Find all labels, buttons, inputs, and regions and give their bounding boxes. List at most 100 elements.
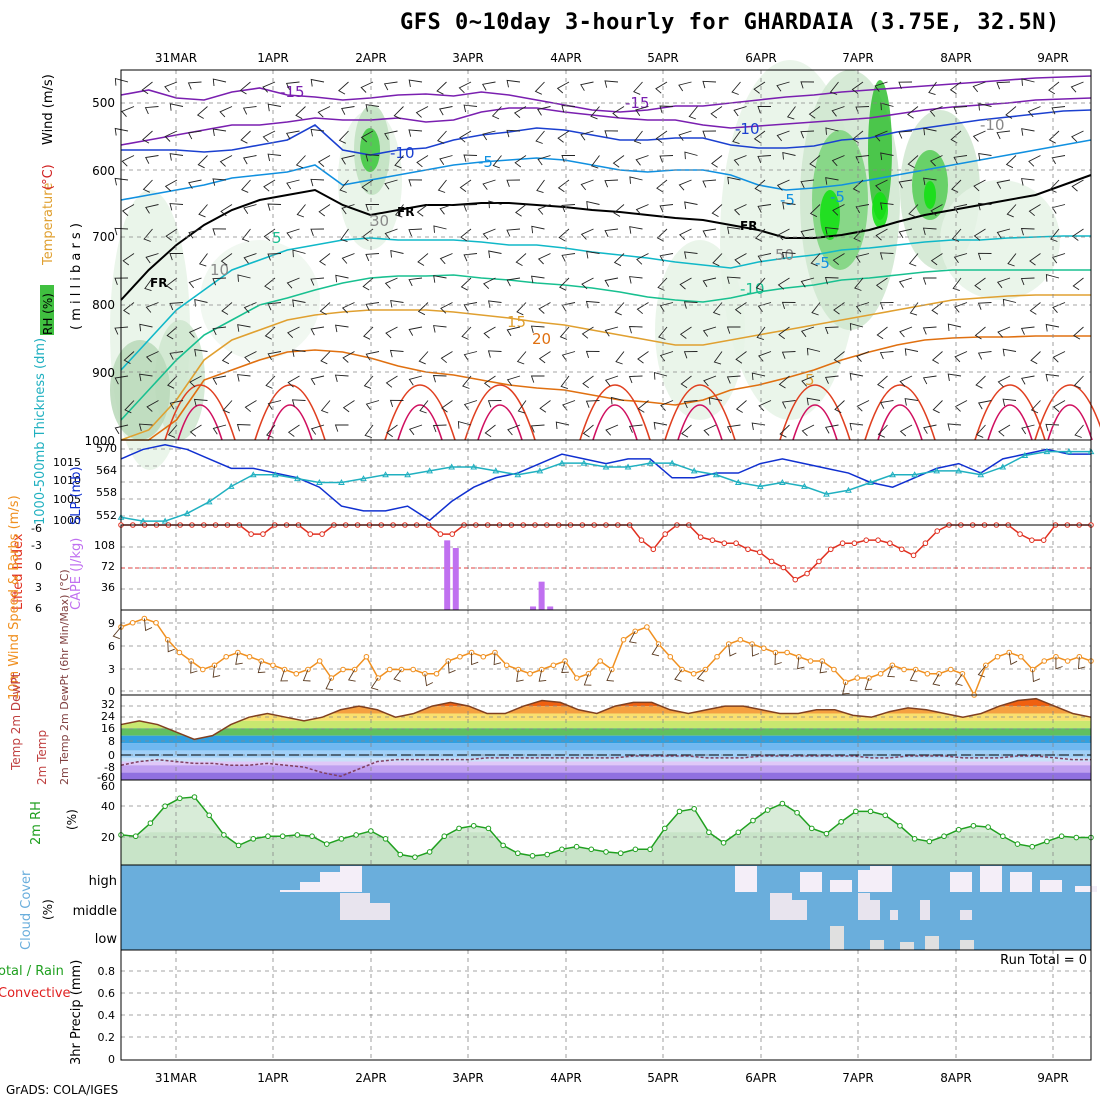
- thickness-line: [120, 450, 1091, 522]
- contour-label: -5: [830, 188, 845, 206]
- upper-wind-barb: [212, 128, 227, 136]
- upper-wind-barb: [487, 400, 502, 408]
- upper-wind-barb: [167, 375, 178, 389]
- wind-speed-line-point: [200, 666, 206, 673]
- wind-speed-line-point: [527, 670, 533, 677]
- thickness-tick: 558: [96, 486, 117, 499]
- upper-wind-barb: [833, 351, 845, 364]
- upper-wind-barb: [655, 130, 668, 143]
- upper-wind-barb: [898, 81, 913, 89]
- contour-label: 10: [210, 261, 229, 279]
- temp-tick: 24: [101, 710, 115, 723]
- upper-wind-barb: [244, 400, 257, 413]
- thickness-marker: [558, 459, 566, 466]
- upper-wind-barb: [604, 326, 619, 337]
- rh-line-point: [470, 822, 477, 829]
- upper-wind-barb: [536, 179, 545, 194]
- upper-wind-barb: [219, 155, 233, 167]
- upper-wind-barb: [1020, 326, 1035, 335]
- upper-wind-barb: [683, 400, 698, 409]
- rh-axis-label: 2m RH: [29, 801, 44, 845]
- upper-wind-barb: [165, 228, 178, 241]
- upper-wind-barb: [265, 375, 276, 389]
- upper-wind-barb: [417, 302, 429, 316]
- rh-line-point: [691, 805, 697, 812]
- upper-wind-barb: [1020, 277, 1035, 286]
- wind-speed-line-point: [176, 649, 183, 656]
- upper-wind-barb: [432, 375, 447, 383]
- cloud-middle-cell: [960, 910, 972, 920]
- upper-wind-barb: [712, 253, 723, 267]
- thickness-marker: [404, 471, 411, 478]
- upper-wind-barb: [810, 253, 821, 267]
- upper-wind-barb: [923, 424, 937, 434]
- upper-wind-barb: [832, 253, 845, 266]
- upper-wind-barb: [726, 424, 741, 434]
- upper-wind-barb: [875, 179, 888, 192]
- upper-wind-barb: [506, 277, 521, 287]
- rh-line-point: [661, 825, 668, 832]
- upper-wind-barb: [145, 253, 159, 264]
- upper-wind-barb: [977, 400, 992, 410]
- upper-wind-barb: [977, 351, 992, 360]
- rh-line-point: [867, 808, 874, 815]
- hot-contour: [792, 404, 838, 441]
- upper-wind-barb: [557, 130, 570, 143]
- rh-area-mid: [121, 832, 1091, 865]
- upper-wind-barb: [145, 351, 159, 363]
- upper-wind-barb: [561, 204, 576, 213]
- temperature-contour: [120, 174, 1092, 301]
- upper-wind-barb: [635, 106, 649, 116]
- temperature-axis-label: Temperature: [41, 183, 56, 266]
- upper-wind-barb: [949, 81, 962, 95]
- pressure-tick-label: 800: [92, 298, 115, 312]
- pressure-tick-label: 900: [92, 366, 115, 380]
- upper-wind-barb: [1071, 179, 1084, 192]
- upper-wind-barb: [488, 250, 502, 259]
- upper-wind-barb: [539, 400, 551, 413]
- upper-wind-barb: [586, 201, 600, 209]
- rh-line-point: [955, 826, 962, 833]
- contour-label: 5: [805, 371, 815, 389]
- upper-wind-barb: [636, 302, 649, 315]
- temperature-contour: [121, 109, 1092, 156]
- upper-wind-barb: [1006, 204, 1017, 218]
- upper-wind-barb: [556, 81, 570, 94]
- rh-line-point: [779, 800, 786, 807]
- upper-wind-barb: [681, 424, 692, 438]
- temp-tick: 0: [108, 749, 115, 762]
- rh-line-point: [617, 850, 624, 857]
- upper-wind-barb: [735, 400, 747, 413]
- upper-wind-barb: [561, 253, 576, 262]
- upper-wind-barb: [459, 130, 472, 143]
- precip-tick: 0.2: [98, 1031, 116, 1044]
- upper-wind-barb: [212, 277, 227, 286]
- surface-wind-barb: [696, 669, 706, 682]
- upper-wind-barb: [212, 326, 227, 336]
- upper-wind-barb: [439, 155, 453, 165]
- lifted-index-line-point: [721, 540, 728, 547]
- upper-wind-barb: [188, 228, 202, 239]
- cape-axis-label: CAPE (J/kg): [69, 538, 84, 610]
- upper-wind-barb: [1021, 128, 1035, 136]
- upper-wind-barb: [197, 155, 208, 169]
- upper-wind-barb: [537, 253, 551, 265]
- rh-line-point: [853, 808, 859, 815]
- upper-wind-barb: [389, 349, 404, 358]
- upper-wind-barb: [342, 351, 355, 363]
- contour-label: FR: [397, 205, 414, 219]
- surface-wind-barb: [864, 677, 873, 690]
- thickness-marker: [911, 471, 918, 478]
- rh-line-point: [1058, 833, 1065, 840]
- upper-wind-barb: [931, 351, 943, 364]
- upper-wind-barb: [365, 253, 380, 262]
- date-label-top: 2APR: [355, 51, 386, 65]
- rh-line-point: [485, 825, 492, 832]
- hot-contour: [592, 404, 638, 441]
- upper-wind-barb: [338, 81, 349, 95]
- upper-wind-barb: [753, 81, 766, 94]
- upper-wind-barb: [267, 153, 282, 162]
- date-label-bottom: 3APR: [452, 1071, 483, 1085]
- date-label-bottom: 6APR: [745, 1071, 776, 1085]
- upper-wind-barb: [1051, 204, 1066, 214]
